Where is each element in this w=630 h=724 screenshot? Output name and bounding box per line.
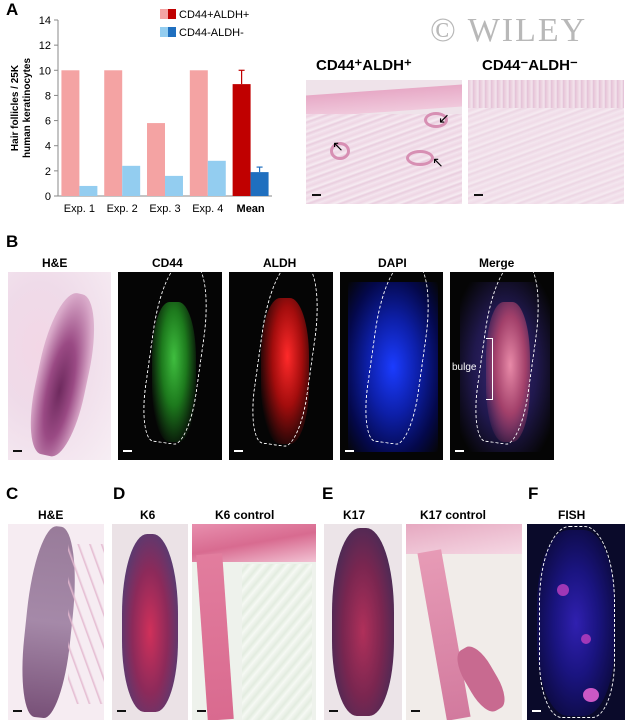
y-tick-label: 6	[45, 116, 51, 128]
panel-label-c: C	[6, 484, 19, 503]
arrow-icon: ↖	[332, 138, 344, 154]
panel-label-f: F	[528, 484, 539, 503]
micrograph-cd44	[118, 272, 222, 460]
micrograph-k6-control	[192, 524, 316, 720]
x-tick-label: Exp. 3	[149, 203, 180, 215]
micrograph-aldh	[229, 272, 333, 460]
bar	[165, 175, 183, 196]
y-tick-label: 10	[39, 65, 51, 77]
micrograph-dapi	[340, 272, 443, 460]
y-tick-label: 14	[39, 15, 51, 27]
panel-b-title-merge: Merge	[479, 256, 515, 270]
x-tick-label: Exp. 2	[107, 203, 138, 215]
y-axis-label: Hair follicles / 25Khuman keratinocytes	[10, 58, 33, 158]
micrograph-fish	[527, 524, 625, 720]
bar	[232, 84, 251, 196]
arrow-icon: ↖	[432, 154, 444, 170]
x-tick-label: Exp. 1	[64, 203, 95, 215]
legend-swatch	[168, 9, 176, 19]
panel-label-a: A	[6, 0, 19, 19]
micrograph-k17-control	[406, 524, 522, 720]
y-tick-label: 2	[45, 166, 51, 178]
panel-label-b: B	[6, 232, 19, 251]
panel-e-title-k17control: K17 control	[420, 508, 487, 522]
bar	[207, 160, 226, 196]
y-tick-label: 4	[45, 141, 51, 153]
copyright-watermark: © WILEY	[430, 12, 588, 49]
y-tick-label: 12	[39, 40, 51, 52]
arrow-icon: ↙	[438, 110, 450, 126]
bar	[61, 70, 80, 196]
panel-d-title-k6: K6	[140, 508, 156, 522]
panel-d-title-k6control: K6 control	[215, 508, 275, 522]
micrograph-he-c	[8, 524, 104, 720]
bar	[147, 123, 165, 196]
bar	[250, 172, 269, 196]
bulge-label: bulge	[452, 362, 477, 373]
legend-swatch	[168, 27, 176, 37]
micrograph-k6	[112, 524, 188, 720]
micrograph-cd44neg	[468, 80, 624, 204]
legend-swatch	[160, 27, 168, 37]
micrograph-k17	[324, 524, 402, 720]
micrograph-cd44pos: ↙ ↖ ↖	[306, 80, 462, 204]
legend-label: CD44-ALDH-	[179, 27, 244, 39]
bar	[79, 185, 98, 196]
micro-title-pos: CD44⁺ALDH⁺	[316, 57, 412, 74]
panel-b-title-he: H&E	[42, 256, 68, 270]
legend-label: CD44+ALDH+	[179, 9, 249, 21]
panel-b-title-cd44: CD44	[152, 256, 183, 270]
bar	[122, 165, 141, 196]
panel-f-title: FISH	[558, 508, 586, 522]
bar	[189, 70, 208, 196]
panel-c-title: H&E	[38, 508, 64, 522]
micrograph-he-b	[8, 272, 111, 460]
panel-b-title-aldh: ALDH	[263, 256, 297, 270]
bar	[104, 70, 123, 196]
y-tick-label: 0	[45, 191, 51, 203]
micro-title-neg: CD44⁻ALDH⁻	[482, 57, 578, 74]
x-tick-label: Mean	[237, 203, 265, 215]
bar-chart: 0 2 4 6 8 10 12 14 Hair follicles / 25Khuman ker…	[10, 9, 272, 215]
legend-swatch	[160, 9, 168, 19]
micrograph-merge: bulge	[450, 272, 554, 460]
panel-label-e: E	[322, 484, 334, 503]
panel-e-title-k17: K17	[343, 508, 366, 522]
x-tick-label: Exp. 4	[192, 203, 223, 215]
panel-b-title-dapi: DAPI	[378, 256, 407, 270]
y-tick-label: 8	[45, 90, 51, 102]
panel-label-d: D	[113, 484, 126, 503]
